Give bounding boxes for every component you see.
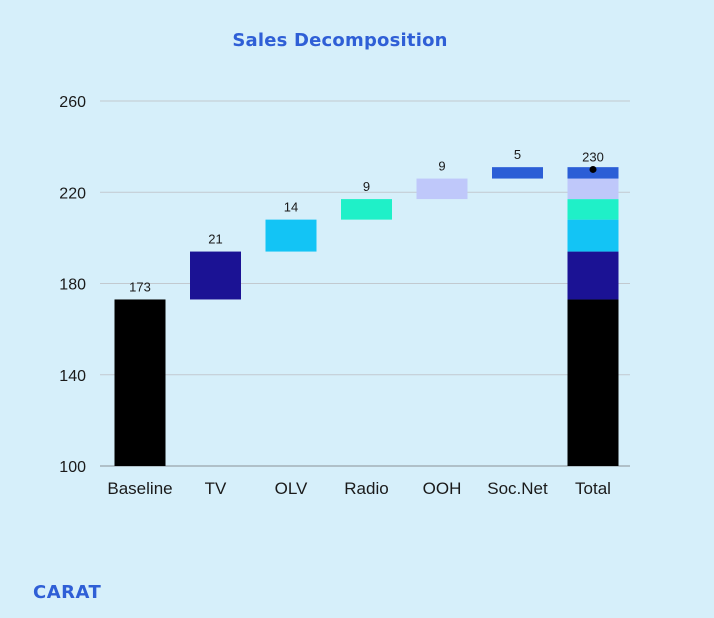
data-label: 173 bbox=[129, 279, 151, 294]
bar-ooh bbox=[416, 178, 468, 200]
bar-radio bbox=[341, 199, 392, 220]
x-tick-label: TV bbox=[205, 479, 227, 498]
bar-olv bbox=[265, 219, 317, 252]
data-label: 9 bbox=[363, 179, 370, 194]
y-tick-label: 220 bbox=[59, 185, 86, 202]
y-tick-label: 100 bbox=[59, 459, 86, 476]
bar-baseline bbox=[114, 299, 166, 466]
data-label: 14 bbox=[284, 200, 298, 215]
x-tick-label: Baseline bbox=[107, 479, 172, 498]
carat-logo: CARAT bbox=[33, 582, 102, 603]
y-tick-label: 140 bbox=[59, 368, 86, 385]
x-tick-label: OOH bbox=[423, 479, 462, 498]
total-segment-tv bbox=[567, 251, 619, 300]
total-segment-ooh bbox=[567, 178, 619, 200]
y-tick-label: 180 bbox=[59, 277, 86, 294]
chart-title: Sales Decomposition bbox=[232, 30, 448, 51]
data-label: 21 bbox=[208, 232, 222, 247]
x-tick-label: Radio bbox=[344, 479, 388, 498]
x-tick-label: Total bbox=[575, 479, 611, 498]
total-segment-baseline bbox=[567, 299, 619, 466]
data-label: 230 bbox=[582, 149, 604, 164]
total-segment-radio bbox=[567, 199, 619, 220]
x-tick-label: OLV bbox=[275, 479, 308, 498]
y-tick-label: 260 bbox=[59, 94, 86, 111]
total-segment-olv bbox=[567, 219, 619, 252]
bar-soc-net bbox=[492, 167, 543, 179]
data-label: 9 bbox=[438, 159, 445, 174]
x-tick-label: Soc.Net bbox=[487, 479, 548, 498]
total-marker bbox=[589, 165, 597, 173]
bar-tv bbox=[190, 251, 241, 300]
data-label: 5 bbox=[514, 147, 521, 162]
